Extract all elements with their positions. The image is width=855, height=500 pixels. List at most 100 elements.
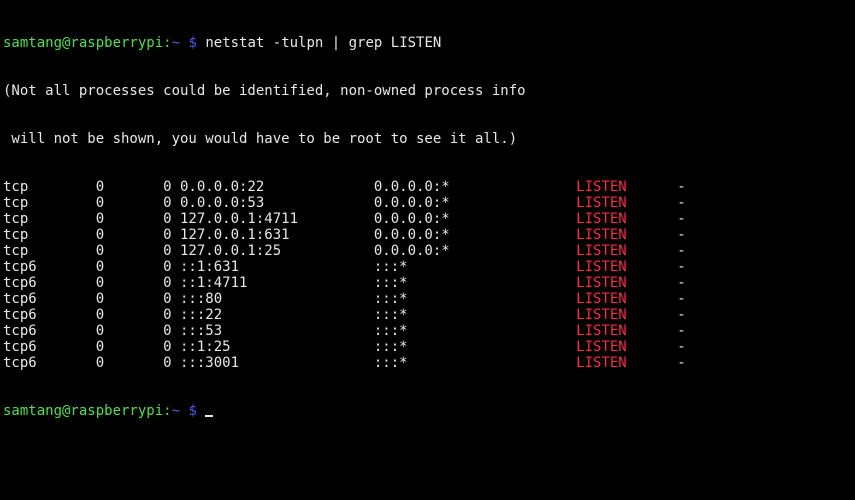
cell-local: 0.0.0.0:53 <box>180 195 265 211</box>
cell-proto: tcp <box>3 179 29 195</box>
cell-sendq: 0 <box>163 179 172 195</box>
cell-proto: tcp6 <box>3 355 37 371</box>
cell-foreign: :::* <box>373 339 408 355</box>
cell-proto: tcp6 <box>3 275 37 291</box>
prompt-user-host: samtang@raspberrypi <box>3 403 164 419</box>
cell-local: 127.0.0.1:25 <box>180 243 282 259</box>
prompt-user-host: samtang@raspberrypi <box>3 35 164 51</box>
cell-proto: tcp6 <box>3 307 37 323</box>
netstat-row: tcp 0 0 0.0.0.0:53 0.0.0.0:* LISTEN - <box>3 195 855 211</box>
cell-local: 127.0.0.1:631 <box>180 227 290 243</box>
cell-foreign: :::* <box>373 259 408 275</box>
cell-local: :::22 <box>180 307 223 323</box>
prompt-line[interactable]: samtang@raspberrypi:~ $ <box>3 403 855 419</box>
cell-pid: - <box>677 195 686 211</box>
cell-pid: - <box>677 339 686 355</box>
cell-local: :::80 <box>180 291 223 307</box>
prompt-path: ~ <box>171 403 181 419</box>
cell-pid: - <box>677 243 686 259</box>
cell-foreign: 0.0.0.0:* <box>373 243 450 259</box>
netstat-row: tcp 0 0 0.0.0.0:22 0.0.0.0:* LISTEN - <box>3 179 855 195</box>
cell-state: LISTEN <box>576 227 627 243</box>
cell-proto: tcp6 <box>3 323 37 339</box>
cell-sendq: 0 <box>163 339 172 355</box>
cell-local: ::1:631 <box>180 259 240 275</box>
cell-state: LISTEN <box>576 291 627 307</box>
prompt-symbol: $ <box>188 403 197 419</box>
cell-proto: tcp6 <box>3 291 37 307</box>
cell-foreign: 0.0.0.0:* <box>373 211 450 227</box>
cell-sendq: 0 <box>163 211 172 227</box>
cell-foreign: :::* <box>373 291 408 307</box>
cell-recvq: 0 <box>95 291 105 307</box>
cell-foreign: :::* <box>373 307 408 323</box>
cell-proto: tcp <box>3 195 29 211</box>
cell-state: LISTEN <box>576 211 627 227</box>
cell-sendq: 0 <box>163 227 172 243</box>
prompt-path: ~ <box>171 35 181 51</box>
cell-local: ::1:25 <box>180 339 231 355</box>
cell-recvq: 0 <box>95 259 105 275</box>
cell-pid: - <box>677 227 686 243</box>
cell-state: LISTEN <box>576 323 627 339</box>
text-cursor <box>205 415 214 417</box>
cell-pid: - <box>677 275 686 291</box>
cell-foreign: 0.0.0.0:* <box>373 227 450 243</box>
netstat-row: tcp6 0 0::1:25:::* LISTEN - <box>3 339 855 355</box>
netstat-row: tcp 0 0 127.0.0.1:25 0.0.0.0:* LISTEN - <box>3 243 855 259</box>
cell-pid: - <box>677 291 686 307</box>
cell-proto: tcp <box>3 211 29 227</box>
netstat-row: tcp6 0 0:::80:::* LISTEN - <box>3 291 855 307</box>
netstat-row: tcp6 0 0::1:631:::* LISTEN - <box>3 259 855 275</box>
cell-recvq: 0 <box>95 211 105 227</box>
cell-state: LISTEN <box>576 275 627 291</box>
cell-recvq: 0 <box>95 355 105 371</box>
cell-state: LISTEN <box>576 339 627 355</box>
cell-sendq: 0 <box>163 323 172 339</box>
cell-proto: tcp6 <box>3 339 37 355</box>
cell-foreign: :::* <box>373 275 408 291</box>
cell-recvq: 0 <box>95 323 105 339</box>
cell-foreign: 0.0.0.0:* <box>373 179 450 195</box>
netstat-row: tcp6 0 0:::3001:::* LISTEN - <box>3 355 855 371</box>
cell-pid: - <box>677 259 686 275</box>
cell-recvq: 0 <box>95 195 105 211</box>
notice-line: (Not all processes could be identified, … <box>3 83 526 99</box>
cell-recvq: 0 <box>95 243 105 259</box>
cell-local: :::3001 <box>180 355 240 371</box>
cell-sendq: 0 <box>163 243 172 259</box>
netstat-row: tcp6 0 0:::53:::* LISTEN - <box>3 323 855 339</box>
cell-proto: tcp <box>3 227 29 243</box>
command-text: netstat -tulpn | grep LISTEN <box>205 35 442 51</box>
netstat-row: tcp 0 0 127.0.0.1:4711 0.0.0.0:* LISTEN - <box>3 211 855 227</box>
cell-sendq: 0 <box>163 355 172 371</box>
cell-foreign: 0.0.0.0:* <box>373 195 450 211</box>
cell-local: ::1:4711 <box>180 275 248 291</box>
cell-recvq: 0 <box>95 339 105 355</box>
prompt-symbol: $ <box>188 35 197 51</box>
cell-proto: tcp <box>3 243 29 259</box>
prompt-separator: : <box>163 35 172 51</box>
cell-state: LISTEN <box>576 259 627 275</box>
cell-local: 0.0.0.0:22 <box>180 179 265 195</box>
cell-sendq: 0 <box>163 307 172 323</box>
cell-foreign: :::* <box>373 355 408 371</box>
cell-sendq: 0 <box>163 259 172 275</box>
cell-pid: - <box>677 307 686 323</box>
prompt-separator: : <box>163 403 172 419</box>
cell-recvq: 0 <box>95 227 105 243</box>
netstat-row: tcp 0 0 127.0.0.1:631 0.0.0.0:* LISTEN - <box>3 227 855 243</box>
cell-local: :::53 <box>180 323 223 339</box>
cell-recvq: 0 <box>95 275 105 291</box>
cell-state: LISTEN <box>576 243 627 259</box>
command-line: samtang@raspberrypi:~ $ netstat -tulpn |… <box>3 35 855 51</box>
cell-pid: - <box>677 355 686 371</box>
cell-state: LISTEN <box>576 195 627 211</box>
terminal-window[interactable]: samtang@raspberrypi:~ $ netstat -tulpn |… <box>3 3 855 500</box>
cell-pid: - <box>677 179 686 195</box>
cell-sendq: 0 <box>163 275 172 291</box>
cell-sendq: 0 <box>163 195 172 211</box>
cell-pid: - <box>677 323 686 339</box>
cell-state: LISTEN <box>576 355 627 371</box>
netstat-row: tcp6 0 0:::22:::* LISTEN - <box>3 307 855 323</box>
